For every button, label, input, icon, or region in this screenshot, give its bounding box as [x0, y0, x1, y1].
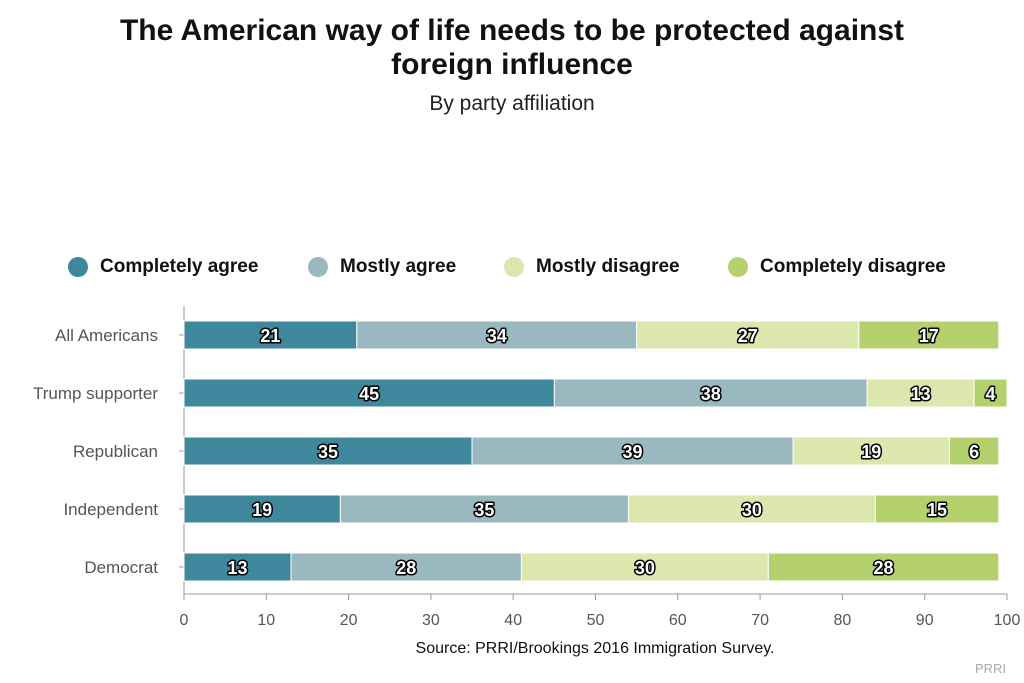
bar-segment [948, 436, 1000, 466]
legend-swatch-completely-agree [68, 257, 88, 277]
bar-value-label: 13 [911, 384, 931, 404]
x-tick-label: 90 [916, 612, 934, 629]
bar-value-label: 39 [623, 442, 643, 462]
bar-value-label: 13 [227, 558, 247, 578]
x-tick-label: 0 [180, 612, 189, 629]
bar-value-label: 35 [474, 500, 494, 520]
source-note: Source: PRRI/Brookings 2016 Immigration … [415, 640, 775, 657]
bar-segment [973, 378, 1008, 408]
bar-value-label: 6 [969, 442, 979, 462]
bar-value-label: 17 [919, 326, 939, 346]
bar-value-label: 27 [738, 326, 758, 346]
bar-segment [183, 378, 555, 408]
bar-segment [553, 378, 868, 408]
category-label: Trump supporter [33, 384, 158, 403]
bar-segment [874, 494, 1000, 524]
bar-value-label: 19 [252, 500, 272, 520]
x-tick-label: 60 [669, 612, 687, 629]
legend-swatch-completely-disagree [728, 257, 748, 277]
x-tick-label: 50 [587, 612, 605, 629]
legend-item-mostly-agree: Mostly agree [308, 252, 456, 282]
bar-value-label: 19 [861, 442, 881, 462]
legend: Completely agree Mostly agree Mostly dis… [0, 252, 1024, 282]
bar-value-label: 28 [396, 558, 416, 578]
bar-segment [858, 320, 1000, 350]
bar-value-label: 45 [359, 384, 379, 404]
x-tick-label: 20 [340, 612, 358, 629]
legend-label-mostly-agree: Mostly agree [340, 256, 457, 277]
legend-label-completely-agree: Completely agree [100, 256, 259, 277]
x-tick-label: 40 [504, 612, 522, 629]
bar-value-label: 28 [874, 558, 894, 578]
category-label: All Americans [55, 326, 158, 345]
bar-value-label: 21 [260, 326, 280, 346]
legend-swatch-mostly-agree [308, 257, 328, 277]
x-tick-label: 80 [834, 612, 852, 629]
bar-segment [471, 436, 794, 466]
bar-segment [520, 552, 769, 582]
bar-value-label: 34 [487, 326, 507, 346]
bar-segment [767, 552, 1000, 582]
bar-value-label: 30 [742, 500, 762, 520]
x-tick-label: 30 [422, 612, 440, 629]
x-tick-label: 10 [257, 612, 275, 629]
bar-value-label: 4 [986, 384, 996, 404]
bar-value-label: 30 [635, 558, 655, 578]
bar-segment [183, 436, 473, 466]
x-tick-label: 70 [751, 612, 769, 629]
bar-segment [627, 494, 876, 524]
bar-segment [792, 436, 950, 466]
legend-item-completely-agree: Completely agree [68, 252, 258, 282]
bar-segment [183, 320, 358, 350]
legend-item-mostly-disagree: Mostly disagree [504, 252, 680, 282]
legend-swatch-mostly-disagree [504, 257, 524, 277]
bar-value-label: 35 [318, 442, 338, 462]
bar-value-label: 15 [927, 500, 947, 520]
bar-segment [866, 378, 975, 408]
chart-title: The American way of life needs to be pro… [119, 14, 905, 81]
legend-item-completely-disagree: Completely disagree [728, 252, 946, 282]
bar-segment [636, 320, 860, 350]
bar-value-label: 38 [701, 384, 721, 404]
legend-label-mostly-disagree: Mostly disagree [536, 256, 680, 277]
credit-label: PRRI [974, 661, 1006, 676]
category-label: Democrat [84, 558, 158, 577]
bar-segment [339, 494, 629, 524]
legend-label-completely-disagree: Completely disagree [760, 256, 946, 277]
category-label: Independent [63, 500, 158, 519]
bar-segment [356, 320, 638, 350]
x-tick-label: 100 [994, 612, 1021, 629]
chart-subtitle: By party affiliation [429, 92, 595, 115]
category-label: Republican [73, 442, 158, 461]
bar-segment [290, 552, 522, 582]
